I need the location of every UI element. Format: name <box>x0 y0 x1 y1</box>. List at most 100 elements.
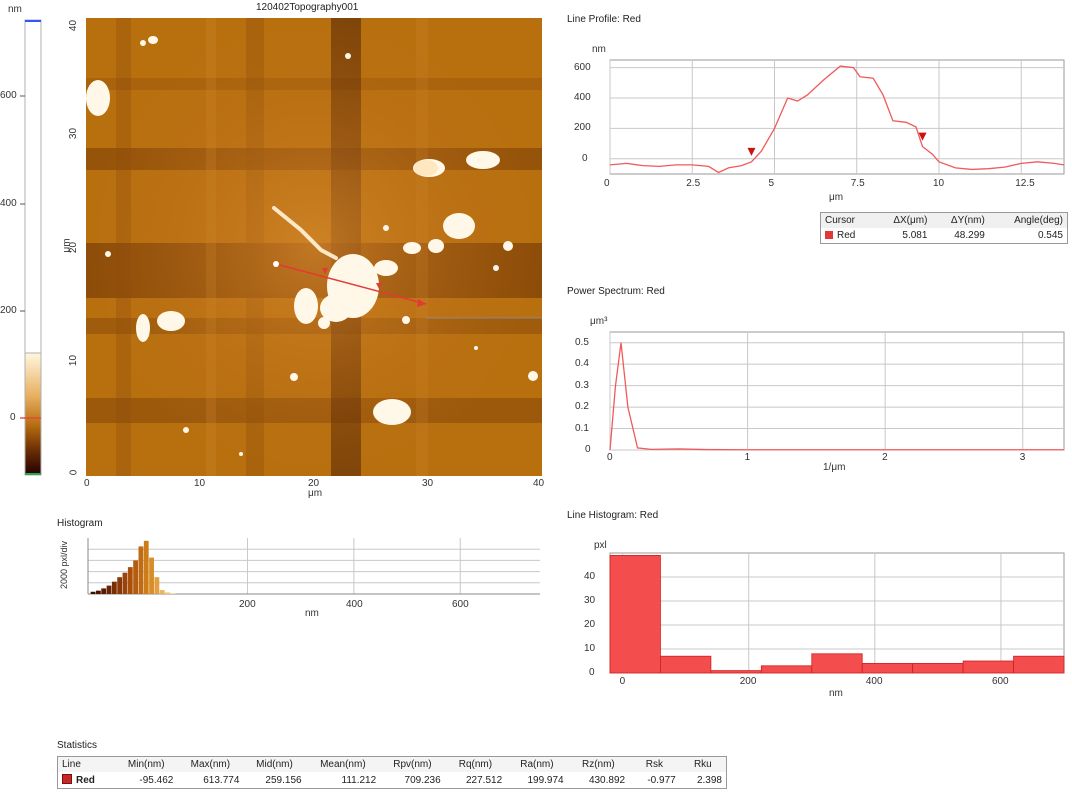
cursor-header: ΔY(nm) <box>950 215 985 226</box>
histogram-bar <box>138 546 144 594</box>
histogram-bar <box>861 663 914 674</box>
power-spectrum-y-tick: 0.4 <box>575 358 589 370</box>
histogram-bar <box>101 588 107 594</box>
histogram-x-tick: 200 <box>239 599 256 610</box>
cursor-marker <box>747 147 756 156</box>
stats-header: Rpv(nm) <box>393 759 432 770</box>
colorbar-unit: nm <box>8 4 22 15</box>
power-spectrum-x-tick: 0 <box>607 452 613 463</box>
stats-header: Mid(nm) <box>256 759 293 770</box>
cursor-row[interactable]: Red 5.081 48.299 0.545 <box>821 228 1068 244</box>
histogram-bar <box>1013 655 1065 674</box>
histogram-bar <box>133 560 139 594</box>
plot-frame <box>609 552 1065 674</box>
line-histogram-y-tick: 30 <box>584 595 596 606</box>
line-profile-x-tick: 5 <box>768 178 775 189</box>
power-spectrum-title: Power Spectrum: Red <box>567 286 665 297</box>
cursor-angle: 0.545 <box>1037 230 1063 241</box>
stats-header: Rq(nm) <box>458 759 493 770</box>
stats-header: Line <box>62 759 81 770</box>
histogram-bar <box>127 567 133 594</box>
histogram-xlabel: nm <box>305 608 319 619</box>
line-histogram-y-tick: 20 <box>584 619 596 630</box>
histogram-bar <box>760 665 813 674</box>
stats-max: 613.774 <box>203 774 240 786</box>
cursor-header: Cursor <box>825 215 856 226</box>
histogram-bar <box>122 572 128 594</box>
power-spectrum-x-tick: 1 <box>744 452 751 463</box>
line-histogram-y-tick: 40 <box>584 571 596 582</box>
line-histogram-yunit: pxl <box>594 540 607 551</box>
histogram-chart[interactable] <box>70 530 560 600</box>
filament <box>272 206 338 260</box>
particles <box>86 36 538 456</box>
line-profile-y-tick: 200 <box>574 122 591 134</box>
cursor-name: Red <box>837 230 856 241</box>
line-profile-chart[interactable] <box>600 52 1070 182</box>
colorbar-tick: 600 <box>0 90 17 101</box>
line-histogram-y-tick: 10 <box>584 643 596 654</box>
plot-frame <box>609 59 1065 175</box>
line-histogram-chart[interactable] <box>600 545 1070 685</box>
statistics-table: Line Min(nm) Max(nm) Mid(nm) Mean(nm) Rp… <box>57 756 727 789</box>
line-profile-y-tick: 600 <box>574 61 591 73</box>
histogram-bar <box>143 540 149 594</box>
line-profile-x-tick: 2.5 <box>686 178 701 189</box>
colorbar-tick: 0 <box>10 412 16 423</box>
line-profile-x-tick: 0 <box>604 178 610 189</box>
stats-rku: 2.398 <box>696 774 722 786</box>
image-x-tick: 30 <box>422 478 434 489</box>
line-histogram-x-tick: 0 <box>619 676 626 687</box>
stats-rq: 227.512 <box>466 774 503 786</box>
stats-min: -95.462 <box>139 774 174 786</box>
stats-header: Min(nm) <box>127 759 165 770</box>
stats-header: Max(nm) <box>190 759 231 770</box>
line-profile-xlabel: μm <box>829 192 844 203</box>
power-spectrum-chart[interactable] <box>600 324 1070 464</box>
plot-frame <box>609 331 1065 451</box>
image-y-tick: 40 <box>68 19 80 32</box>
stats-header: Ra(nm) <box>520 759 554 770</box>
power-spectrum-x-tick: 2 <box>882 452 888 463</box>
stats-header: Rku <box>693 759 712 770</box>
cursor-marker <box>918 132 927 141</box>
image-y-axis-label: μm <box>61 238 73 253</box>
histogram-bar <box>962 660 1014 674</box>
image-y-tick: 10 <box>68 354 80 367</box>
histogram-x-tick: 400 <box>346 599 363 610</box>
histogram-bar <box>609 554 661 674</box>
image-y-tick: 30 <box>68 127 80 140</box>
image-x-tick: 40 <box>533 478 545 489</box>
afm-image-panel: nm 600 400 200 0 120402Topography001 <box>0 0 560 505</box>
histogram-bar <box>912 663 964 674</box>
power-spectrum-x-tick: 3 <box>1019 452 1026 463</box>
histogram-title: Histogram <box>57 518 103 529</box>
line-histogram-title: Line Histogram: Red <box>567 510 659 521</box>
histogram-bar <box>660 655 712 674</box>
line-profile-x-tick: 12.5 <box>1015 178 1035 189</box>
cursor-header: ΔX(μm) <box>893 215 928 226</box>
image-x-tick: 0 <box>84 478 90 489</box>
colorbar[interactable] <box>0 0 60 480</box>
red-line-checkbox[interactable] <box>62 774 72 784</box>
red-swatch-icon <box>825 231 833 239</box>
profile-line[interactable] <box>273 261 542 319</box>
histogram-bar <box>710 670 762 674</box>
spectrum-line-series <box>609 342 1064 451</box>
stats-header: Mean(nm) <box>320 759 366 770</box>
line-profile-x-tick: 10 <box>932 178 945 189</box>
histogram-x-tick: 600 <box>452 599 469 610</box>
stats-mid: 259.156 <box>265 774 302 786</box>
stats-row[interactable]: Red -95.462 613.774 259.156 111.212 709.… <box>58 772 727 789</box>
line-histogram-x-tick: 200 <box>739 676 757 687</box>
topography-image[interactable] <box>86 18 542 476</box>
stats-ra: 199.974 <box>527 774 564 786</box>
histogram-bar <box>165 592 170 594</box>
line-histogram-x-tick: 400 <box>865 676 883 687</box>
cursor-dy: 48.299 <box>954 230 985 241</box>
line-profile-x-tick: 7.5 <box>850 178 865 189</box>
stats-header: Rsk <box>645 759 664 770</box>
histogram-bar <box>149 557 154 594</box>
histogram-bar <box>154 577 160 594</box>
line-profile-yunit: nm <box>592 44 606 55</box>
